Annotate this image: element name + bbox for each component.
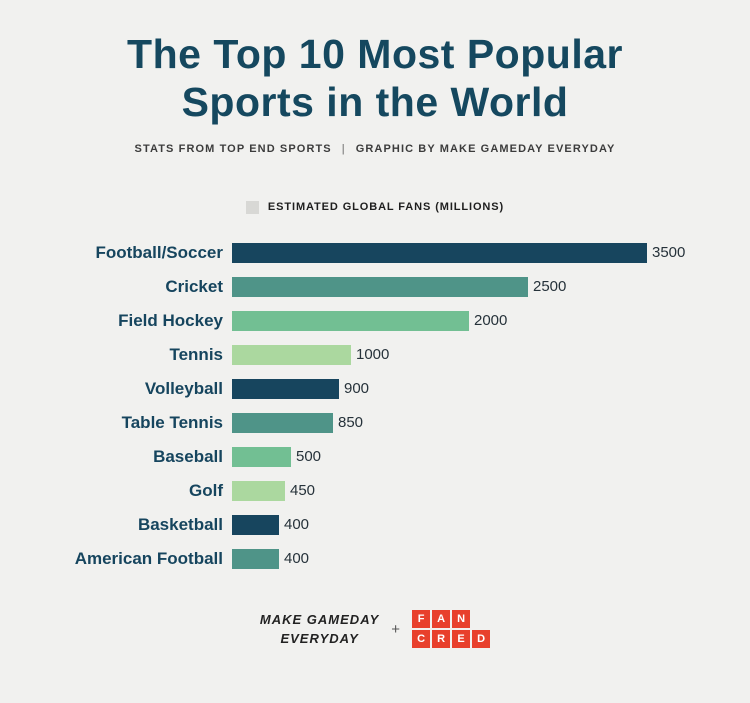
value-label: 850	[338, 414, 364, 432]
value-label: 900	[344, 380, 370, 398]
bar-area: 450	[232, 480, 750, 501]
bar-chart: Football/Soccer 3500 Cricket 2500 Field Hock…	[0, 236, 750, 576]
chart-row: Table Tennis 850	[0, 406, 750, 440]
chart-row: Tennis 1000	[0, 338, 750, 372]
logo-letter-tile: D	[472, 630, 491, 649]
bar-area: 2500	[232, 276, 750, 297]
title-line-1: The Top 10 Most Popular	[127, 31, 623, 77]
legend-swatch	[245, 200, 259, 214]
bar	[232, 310, 469, 331]
logo-letter-tile: C	[412, 630, 431, 649]
bar-area: 900	[232, 378, 750, 399]
chart-row: American Football 400	[0, 542, 750, 576]
brand-line-1: MAKE GAMEDAY	[259, 611, 380, 627]
category-label: Volleyball	[144, 378, 223, 398]
bar	[232, 344, 351, 365]
subtitle-credit: GRAPHIC BY MAKE GAMEDAY EVERYDAY	[355, 142, 616, 155]
bar-area: 3500	[232, 242, 750, 263]
category-label: Football/Soccer	[95, 242, 223, 262]
logo-letter-tile: F	[412, 610, 431, 629]
bar-area: 850	[232, 412, 750, 433]
value-label: 1000	[356, 346, 390, 364]
value-label: 3500	[652, 244, 686, 262]
bar	[232, 276, 528, 297]
value-label: 2000	[474, 312, 508, 330]
chart-row: Football/Soccer 3500	[0, 236, 750, 270]
logo-empty-tile	[472, 610, 490, 628]
category-label: American Football	[74, 548, 223, 568]
bar	[232, 412, 333, 433]
bar	[232, 514, 279, 535]
bar-area: 1000	[232, 344, 750, 365]
logo-letter-tile: A	[432, 610, 451, 629]
value-label: 450	[290, 482, 316, 500]
category-label: Tennis	[169, 344, 223, 364]
logo-letter-tile: R	[432, 630, 451, 649]
chart-row: Baseball 500	[0, 440, 750, 474]
chart-row: Basketball 400	[0, 508, 750, 542]
bar-area: 2000	[232, 310, 750, 331]
value-label: 400	[284, 550, 310, 568]
value-label: 400	[284, 516, 310, 534]
chart-row: Volleyball 900	[0, 372, 750, 406]
chart-row: Golf 450	[0, 474, 750, 508]
logo-letter-tile: E	[452, 630, 471, 649]
category-label: Golf	[189, 480, 223, 500]
brand-line-2: EVERYDAY	[280, 631, 359, 647]
bar-area: 400	[232, 514, 750, 535]
chart-row: Cricket 2500	[0, 270, 750, 304]
subtitle: STATS FROM TOP END SPORTS | GRAPHIC BY MAK…	[0, 143, 750, 155]
bar	[232, 480, 285, 501]
category-label: Table Tennis	[121, 412, 223, 432]
brand-wordmark: MAKE GAMEDAY EVERYDAY	[260, 610, 379, 649]
bar	[232, 446, 291, 467]
chart-row: Field Hockey 2000	[0, 304, 750, 338]
category-label: Basketball	[137, 514, 223, 534]
category-label: Baseball	[153, 446, 223, 466]
chart-legend: ESTIMATED GLOBAL FANS (MILLIONS)	[0, 200, 750, 214]
category-label: Cricket	[165, 276, 223, 296]
plus-sign: +	[391, 620, 401, 638]
value-label: 2500	[533, 278, 567, 296]
title-line-2: Sports in the World	[181, 79, 569, 126]
bar	[232, 548, 279, 569]
subtitle-separator: |	[341, 142, 346, 155]
bar	[232, 242, 647, 263]
value-label: 500	[296, 448, 322, 466]
subtitle-source: STATS FROM TOP END SPORTS	[134, 142, 332, 155]
bar-area: 500	[232, 446, 750, 467]
bar	[232, 378, 339, 399]
bar-area: 400	[232, 548, 750, 569]
category-label: Field Hockey	[118, 310, 223, 330]
legend-label: ESTIMATED GLOBAL FANS (MILLIONS)	[267, 201, 505, 214]
page-title: The Top 10 Most Popular Sports in the Wo…	[0, 0, 750, 127]
logo-letter-tile: N	[452, 610, 471, 629]
